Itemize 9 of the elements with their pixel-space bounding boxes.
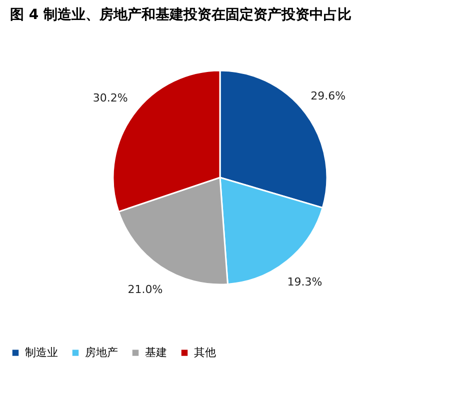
data-label: 30.2% [92, 92, 128, 105]
data-label: 19.3% [287, 276, 322, 289]
legend-label: 制造业 [25, 346, 58, 359]
chart-title: 图 4 制造业、房地产和基建投资在固定资产投资中占比 [10, 6, 352, 23]
legend-label: 其他 [194, 346, 216, 359]
legend-label: 基建 [145, 346, 167, 359]
data-label: 21.0% [128, 282, 163, 296]
data-label: 29.6% [310, 90, 346, 103]
legend-label: 房地产 [85, 346, 118, 359]
